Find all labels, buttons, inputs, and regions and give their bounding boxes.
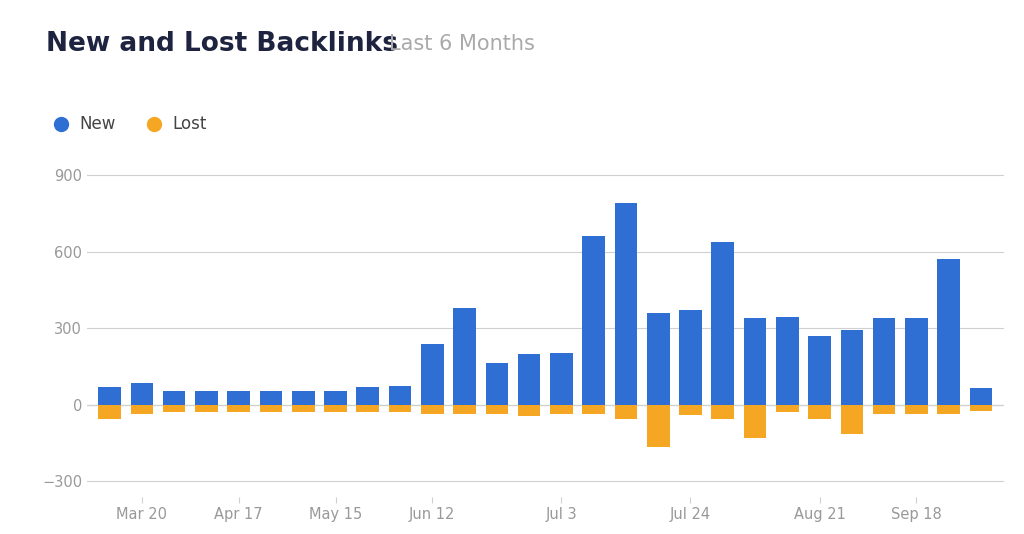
Bar: [743, 405, 766, 438]
Bar: [872, 318, 895, 405]
Bar: [970, 405, 992, 411]
Bar: [679, 310, 701, 405]
Bar: [389, 405, 412, 412]
Bar: [421, 405, 443, 414]
Bar: [614, 405, 637, 419]
Bar: [905, 318, 928, 405]
Bar: [550, 405, 572, 414]
Bar: [421, 343, 443, 405]
Bar: [163, 391, 185, 405]
Bar: [905, 405, 928, 414]
Bar: [98, 405, 121, 419]
Bar: [872, 405, 895, 414]
Text: Lost: Lost: [172, 115, 207, 132]
Bar: [227, 405, 250, 412]
Bar: [196, 405, 218, 412]
Bar: [841, 405, 863, 434]
Bar: [712, 405, 734, 419]
Text: Last 6 Months: Last 6 Months: [389, 34, 535, 54]
Bar: [325, 391, 347, 405]
Bar: [260, 405, 283, 412]
Bar: [98, 387, 121, 405]
Bar: [937, 260, 959, 405]
Text: New: New: [80, 115, 117, 132]
Bar: [292, 405, 314, 412]
Bar: [647, 313, 670, 405]
Bar: [647, 405, 670, 447]
Text: New and Lost Backlinks: New and Lost Backlinks: [46, 32, 398, 58]
Bar: [454, 308, 476, 405]
Bar: [583, 237, 605, 405]
Bar: [389, 386, 412, 405]
Bar: [776, 405, 799, 412]
Bar: [808, 405, 830, 419]
Bar: [356, 405, 379, 412]
Bar: [614, 203, 637, 405]
Bar: [743, 318, 766, 405]
Bar: [260, 391, 283, 405]
Bar: [518, 354, 541, 405]
Bar: [841, 329, 863, 405]
Bar: [454, 405, 476, 414]
Bar: [808, 336, 830, 405]
Bar: [518, 405, 541, 417]
Bar: [131, 405, 154, 414]
Bar: [292, 391, 314, 405]
Bar: [485, 405, 508, 414]
Bar: [227, 391, 250, 405]
Bar: [196, 391, 218, 405]
Bar: [937, 405, 959, 414]
Bar: [679, 405, 701, 415]
Bar: [712, 241, 734, 405]
Bar: [325, 405, 347, 412]
Bar: [485, 363, 508, 405]
Bar: [583, 405, 605, 414]
Bar: [163, 405, 185, 412]
Bar: [356, 387, 379, 405]
Bar: [776, 317, 799, 405]
Bar: [131, 383, 154, 405]
Bar: [970, 388, 992, 405]
Bar: [550, 352, 572, 405]
